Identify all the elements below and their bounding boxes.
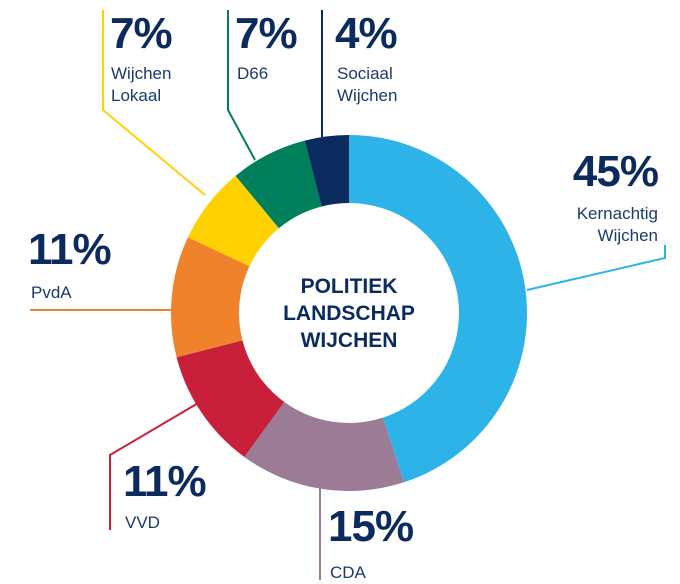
- leader-line: [526, 245, 666, 291]
- donut-segment: [171, 237, 250, 358]
- donut-segment: [244, 401, 405, 491]
- value-label: 11%: [28, 225, 112, 274]
- leader-line: [109, 401, 201, 530]
- value-label: 11%: [123, 457, 207, 506]
- donut-segment: [304, 135, 349, 207]
- value-label: 45%: [572, 147, 659, 196]
- category-label: Kernachtig Wijchen: [576, 204, 658, 245]
- leader-line: [227, 10, 256, 161]
- donut-segment: [176, 340, 285, 458]
- category-label: Wijchen Lokaal: [111, 64, 172, 105]
- donut-segment: [187, 175, 279, 267]
- donut-segment: [235, 140, 322, 229]
- category-label: VVD: [125, 513, 160, 532]
- leader-line: [102, 10, 206, 196]
- category-label: CDA: [330, 563, 366, 582]
- value-label: 7%: [110, 9, 173, 58]
- category-label: PvdA: [31, 283, 72, 302]
- category-label: D66: [237, 64, 269, 83]
- value-label: 4%: [335, 9, 398, 58]
- chart-title: POLITIEK LANDSCHAP WIJCHEN: [283, 275, 415, 352]
- donut-segment: [349, 135, 527, 483]
- category-label: Sociaal Wijchen: [337, 64, 398, 105]
- value-label: 7%: [235, 9, 298, 58]
- value-label: 15%: [328, 502, 414, 551]
